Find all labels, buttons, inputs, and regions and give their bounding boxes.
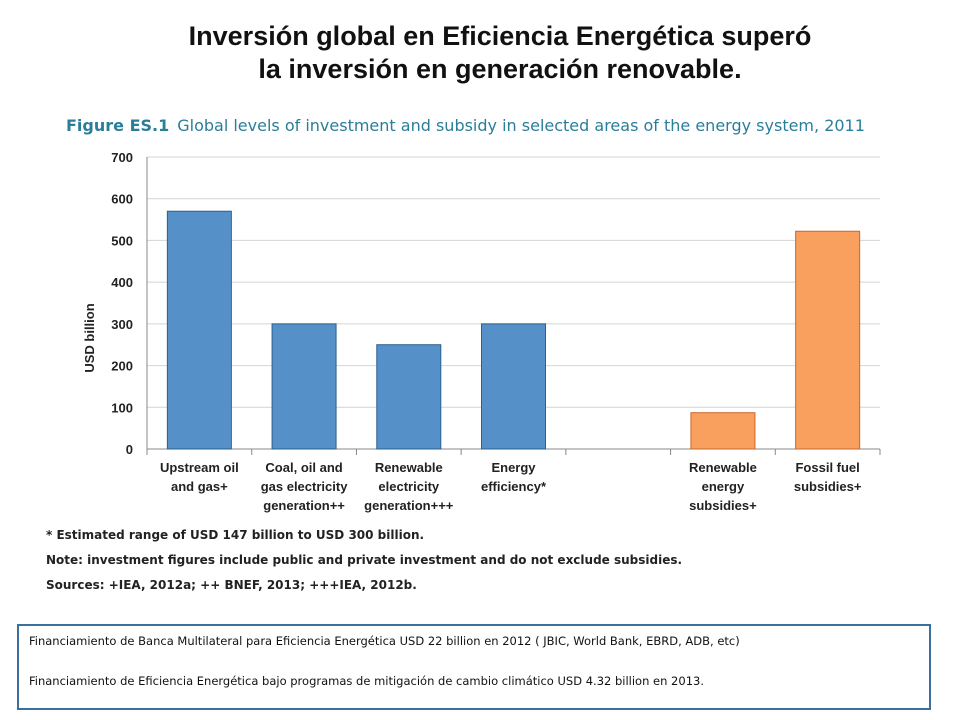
bar-chart: 0 100 200 300 400 500 600 700 USD billion Upstr… — [82, 150, 881, 513]
slide-title-line-2: la inversión en generación renovable. — [258, 54, 742, 84]
y-tick-label: 300 — [111, 317, 133, 332]
figure-caption: Figure ES.1 Global levels of investment a… — [66, 116, 865, 135]
figure-number: Figure ES.1 — [66, 116, 170, 135]
bar — [376, 344, 442, 450]
y-tick-label: 400 — [111, 275, 133, 290]
x-tick-label: Energy efficiency* — [481, 460, 547, 494]
x-tick-label: Upstream oil and gas+ — [160, 460, 239, 494]
slide-title-line-1: Inversión global en Eficiencia Energétic… — [188, 21, 812, 51]
investment-note: Note: investment figures include public … — [46, 553, 683, 567]
x-tick-label: Renewable energy subsidies+ — [689, 460, 757, 513]
figure-notes: * Estimated range of USD 147 billion to … — [46, 528, 682, 603]
bar — [795, 230, 861, 450]
y-tick-label: 100 — [111, 400, 133, 415]
slide-title: Inversión global en Eficiencia Energétic… — [100, 20, 900, 86]
y-tick-label: 500 — [111, 233, 133, 248]
y-tick-label: 700 — [111, 150, 133, 165]
figure-caption-text: Global levels of investment and subsidy … — [177, 116, 865, 135]
chart-bars — [166, 210, 861, 450]
estimate-note: * Estimated range of USD 147 billion to … — [46, 528, 425, 542]
bar — [166, 210, 232, 450]
y-axis-ticks: 0 100 200 300 400 500 600 700 — [111, 150, 133, 457]
x-tick-label: Coal, oil and gas electricity generation++ — [261, 460, 348, 513]
y-axis-label: USD billion — [82, 303, 97, 372]
bar — [271, 323, 337, 450]
bar — [690, 412, 756, 450]
financing-info-box: Financiamiento de Banca Multilateral par… — [17, 624, 931, 710]
y-tick-label: 200 — [111, 359, 133, 374]
x-tick-label: Renewable electricity generation+++ — [364, 460, 454, 513]
x-axis-labels: Upstream oil and gas+ Coal, oil and gas ele… — [160, 460, 862, 513]
x-tick-label: Fossil fuel subsidies+ — [794, 460, 862, 494]
info-line-multilateral: Financiamiento de Banca Multilateral par… — [29, 634, 740, 648]
y-tick-label: 600 — [111, 192, 133, 207]
bar — [481, 323, 546, 450]
sources-note: Sources: +IEA, 2012a; ++ BNEF, 2013; +++… — [46, 578, 417, 592]
info-line-climate: Financiamiento de Eficiencia Energética … — [29, 674, 704, 688]
y-tick-label: 0 — [126, 442, 133, 457]
